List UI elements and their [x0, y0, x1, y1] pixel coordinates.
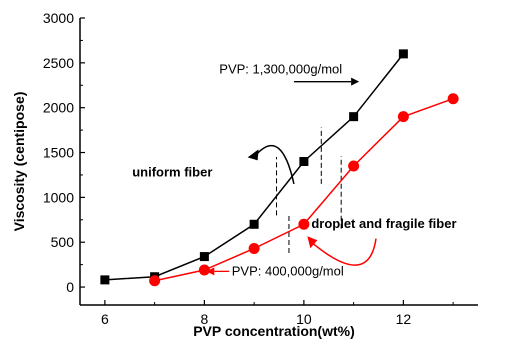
- square-marker: [100, 275, 110, 285]
- annotation-layer: PVP: 1,300,000g/mol PVP: 400,000g/mol unif…: [132, 62, 456, 279]
- circle-marker: [447, 93, 459, 105]
- y-tick-label: 0: [66, 279, 74, 295]
- y-axis-title: Viscosity (centipose): [11, 92, 27, 232]
- x-tick-label: 8: [200, 311, 208, 327]
- arrowhead-icon: [307, 236, 318, 249]
- square-marker: [249, 219, 259, 229]
- x-axis-title: PVP concentration(wt%): [193, 323, 355, 339]
- curved-arrow-icon: [310, 238, 377, 266]
- square-marker: [299, 157, 309, 166]
- curved-arrow-icon: [256, 144, 295, 185]
- y-tick-label: 2000: [43, 100, 74, 116]
- circle-marker: [248, 242, 260, 254]
- annotation-droplet-fragile-fiber: droplet and fragile fiber: [311, 216, 456, 231]
- x-tick-label: 10: [296, 311, 312, 327]
- arrowhead-icon: [247, 149, 259, 161]
- x-axis-ticks: 6 8 10 12: [101, 300, 454, 327]
- arrowhead-icon: [206, 267, 215, 276]
- regime-divider-lines: [276, 127, 342, 253]
- square-marker: [349, 112, 359, 122]
- circle-marker: [397, 111, 409, 123]
- square-marker: [398, 49, 408, 59]
- y-tick-label: 2500: [43, 55, 74, 71]
- y-tick-label: 500: [51, 234, 75, 250]
- y-tick-label: 1500: [43, 145, 74, 161]
- circle-marker: [348, 160, 360, 172]
- series-layer: [100, 49, 459, 287]
- circle-marker: [298, 218, 310, 230]
- series-label-low-mw: PVP: 400,000g/mol: [232, 263, 344, 278]
- y-tick-label: 3000: [43, 10, 74, 26]
- circle-marker: [198, 264, 210, 276]
- x-tick-label: 12: [396, 311, 412, 327]
- series-red-circle: [149, 93, 459, 287]
- circle-marker: [149, 275, 161, 287]
- series-line: [154, 98, 454, 282]
- y-tick-label: 1000: [43, 189, 74, 205]
- arrowhead-icon: [351, 77, 360, 86]
- y-axis-ticks: 0 500 1000 1500 2000 2500 3000: [43, 10, 85, 295]
- x-tick-label: 6: [101, 311, 109, 327]
- square-marker: [199, 252, 209, 262]
- series-label-high-mw: PVP: 1,300,000g/mol: [219, 62, 342, 77]
- annotation-uniform-fiber: uniform fiber: [132, 165, 212, 180]
